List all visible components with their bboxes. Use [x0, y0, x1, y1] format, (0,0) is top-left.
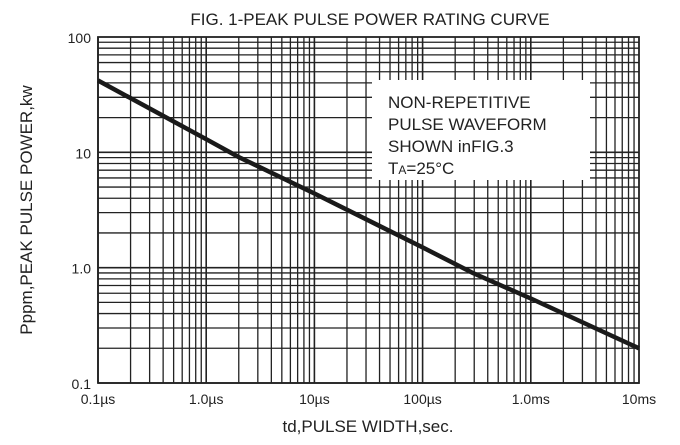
y-tick-label: 0.1	[72, 376, 92, 392]
x-tick-label: 0.1µs	[81, 391, 116, 407]
annotation-box-bg	[372, 80, 590, 180]
x-tick-label: 10µs	[299, 391, 330, 407]
y-axis-label: Pppm,PEAK PULSE POWER,kw	[17, 85, 36, 335]
annotation: NON-REPETITIVE PULSE WAVEFORM SHOWN inFI…	[388, 93, 547, 178]
annotation-line-1: NON-REPETITIVE	[388, 93, 531, 112]
y-tick-label: 10	[75, 145, 91, 161]
series-line	[96, 78, 640, 351]
grid	[97, 36, 640, 384]
x-tick-label: 1.0µs	[189, 391, 224, 407]
x-tick-label: 100µs	[403, 391, 441, 407]
x-axis-label: td,PULSE WIDTH,sec.	[283, 417, 454, 436]
y-tick-label: 100	[68, 30, 92, 46]
y-tick-label: 1.0	[72, 261, 92, 277]
chart-title: FIG. 1-PEAK PULSE POWER RATING CURVE	[190, 10, 549, 29]
x-tick-label: 1.0ms	[512, 391, 550, 407]
annotation-line-3: SHOWN inFIG.3	[388, 137, 514, 156]
plot-frame	[97, 36, 640, 384]
annotation-temp: TA=25°C	[388, 159, 454, 178]
annotation-line-2: PULSE WAVEFORM	[388, 115, 547, 134]
x-tick-label: 10ms	[622, 391, 656, 407]
